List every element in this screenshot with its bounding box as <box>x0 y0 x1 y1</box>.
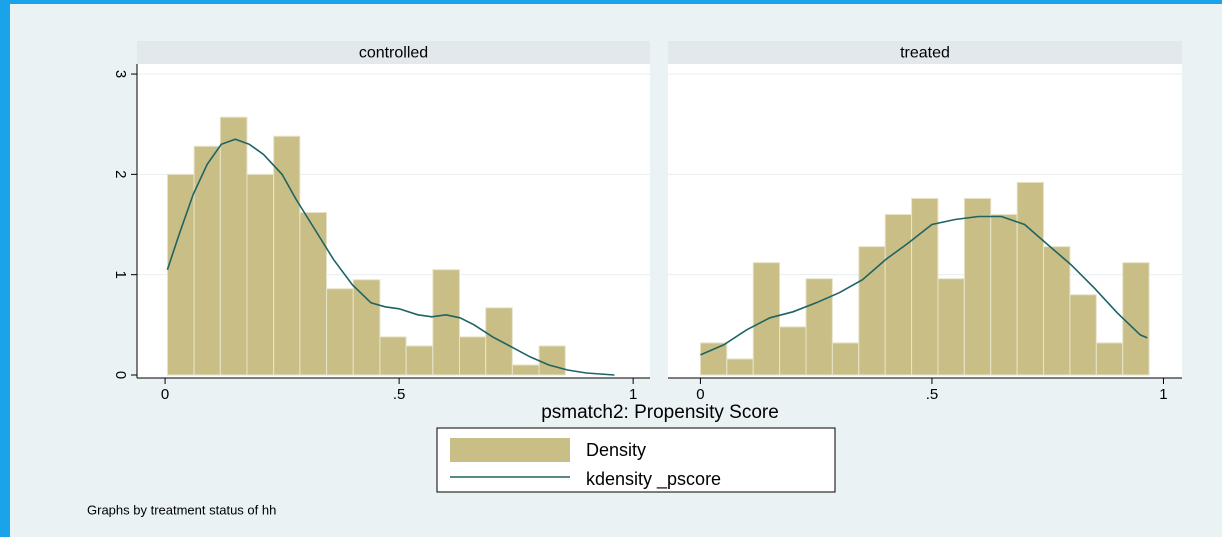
bar <box>432 269 460 376</box>
bar <box>219 116 248 376</box>
x-tick-label: 0 <box>161 386 169 403</box>
bar <box>166 173 195 376</box>
x-tick-label: .5 <box>926 386 939 403</box>
bar <box>485 307 513 376</box>
bar <box>273 135 301 376</box>
y-tick-label: 2 <box>112 170 129 178</box>
kdensity-line <box>700 215 1148 356</box>
bar <box>937 278 965 376</box>
bar <box>193 145 221 376</box>
bar <box>699 342 728 376</box>
bar <box>379 336 407 376</box>
x-axis-title: psmatch2: Propensity Score <box>541 402 779 423</box>
bar <box>805 278 833 376</box>
bar <box>246 173 275 376</box>
x-tick-label: .5 <box>393 386 406 403</box>
x-tick-label: 1 <box>629 386 637 403</box>
bar <box>1069 294 1097 376</box>
panel-strip <box>668 41 1182 64</box>
legend-swatch <box>450 438 570 462</box>
kdensity-line <box>166 138 615 376</box>
y-tick-label: 0 <box>112 371 129 379</box>
legend-label: Density <box>586 440 646 460</box>
bar <box>726 358 754 376</box>
bar <box>458 336 487 376</box>
bar <box>779 326 807 376</box>
bar <box>1122 262 1150 376</box>
y-tick-label: 1 <box>112 270 129 278</box>
bar <box>858 246 886 376</box>
bar <box>963 197 992 376</box>
bar <box>352 279 381 376</box>
bar <box>990 213 1018 376</box>
x-tick-label: 1 <box>1159 386 1167 403</box>
panel-strip <box>137 41 650 64</box>
bar <box>884 213 913 376</box>
bar <box>1043 246 1071 376</box>
legend-label: kdensity _pscore <box>586 469 721 490</box>
note: Graphs by treatment status of hh <box>87 502 276 517</box>
y-tick-label: 3 <box>112 70 129 78</box>
bar <box>511 364 540 376</box>
bar <box>831 342 860 376</box>
bar <box>299 211 328 376</box>
panel-title: treated <box>900 45 950 62</box>
bar <box>538 345 566 376</box>
bar <box>326 288 354 376</box>
bar <box>1095 342 1124 376</box>
x-tick-label: 0 <box>696 386 704 403</box>
bar <box>405 345 434 376</box>
panel-title: controlled <box>359 45 428 62</box>
bar <box>911 197 939 376</box>
bar <box>1016 181 1045 376</box>
